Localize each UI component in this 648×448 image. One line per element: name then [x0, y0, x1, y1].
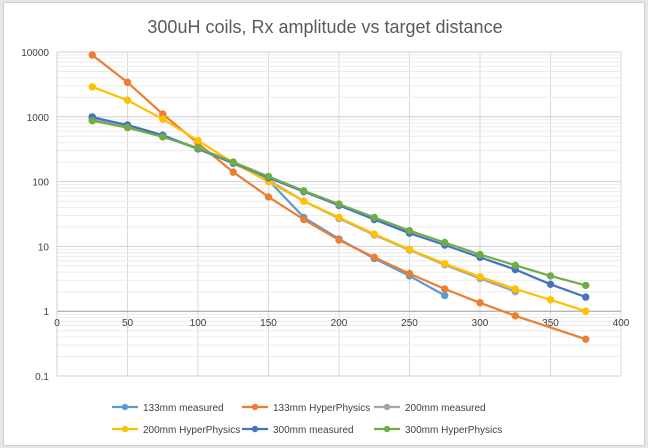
data-point — [405, 226, 414, 235]
data-point — [582, 335, 590, 343]
data-point — [229, 168, 237, 176]
legend-label: 200mm measured — [405, 403, 486, 414]
y-tick-label: 0.1 — [35, 372, 49, 383]
data-point — [123, 78, 132, 87]
data-point — [194, 144, 202, 152]
series — [88, 51, 590, 343]
data-point — [88, 83, 96, 91]
x-tick-label: 300 — [472, 318, 489, 329]
data-point — [511, 312, 519, 320]
legend-item: 300mm measured — [242, 425, 354, 436]
series — [88, 117, 590, 290]
legend-swatch-marker — [121, 403, 129, 411]
data-point — [264, 193, 273, 201]
chart-area: 300uH coils, Rx amplitude vs target dist… — [3, 2, 645, 446]
data-point — [582, 281, 590, 290]
y-tick-label: 1000 — [27, 113, 50, 124]
data-point — [123, 123, 132, 132]
chart-title: 300uH coils, Rx amplitude vs target dist… — [147, 17, 502, 37]
data-point — [405, 245, 414, 254]
x-tick-label: 250 — [401, 318, 418, 329]
x-tick-label: 150 — [260, 318, 277, 329]
y-tick-label: 10000 — [21, 48, 49, 59]
line-chart: 300uH coils, Rx amplitude vs target dist… — [21, 17, 630, 436]
x-tick-label: 0 — [54, 318, 60, 329]
data-point — [159, 115, 167, 123]
data-point — [300, 215, 308, 224]
data-point — [511, 261, 519, 270]
x-tick-label: 200 — [331, 318, 348, 329]
data-point — [335, 200, 343, 208]
x-tick-label: 400 — [613, 318, 630, 329]
legend-item: 133mm measured — [112, 403, 224, 414]
data-point — [476, 299, 484, 307]
data-point — [441, 291, 449, 300]
data-point — [441, 285, 449, 293]
y-tick-label: 1 — [43, 307, 49, 318]
data-point — [300, 187, 308, 195]
legend-swatch-marker — [383, 425, 391, 433]
data-point — [123, 96, 132, 104]
legend-item: 300mm HyperPhysics — [374, 425, 502, 436]
legend-label: 300mm HyperPhysics — [405, 425, 502, 436]
legend-swatch-marker — [251, 425, 259, 433]
gridlines — [56, 51, 622, 377]
legend-item: 133mm HyperPhysics — [242, 403, 370, 414]
legend-swatch-marker — [121, 425, 129, 433]
data-point — [546, 272, 555, 280]
data-point — [582, 307, 590, 315]
data-point — [476, 273, 484, 281]
x-tick-label: 350 — [542, 318, 559, 329]
data-point — [511, 285, 519, 293]
legend: 133mm measured 133mm HyperPhysics 200mm me… — [112, 403, 502, 436]
data-point — [546, 280, 555, 289]
data-point — [546, 296, 555, 304]
data-point — [88, 117, 96, 125]
legend-swatch-marker — [383, 403, 391, 411]
data-point — [335, 236, 343, 244]
legend-item: 200mm HyperPhysics — [112, 425, 240, 436]
data-point — [264, 172, 273, 181]
legend-label: 133mm measured — [143, 403, 224, 414]
data-point — [582, 293, 590, 301]
legend-item: 200mm measured — [374, 403, 486, 414]
data-point — [370, 253, 378, 261]
legend-label: 200mm HyperPhysics — [143, 425, 240, 436]
data-point — [88, 51, 96, 59]
data-point — [441, 260, 449, 268]
data-point — [441, 238, 449, 247]
data-point — [370, 213, 378, 222]
legend-label: 133mm HyperPhysics — [273, 403, 370, 414]
data-point — [476, 250, 484, 259]
legend-swatch-marker — [251, 403, 259, 411]
data-point — [229, 158, 237, 166]
y-tick-label: 10 — [38, 242, 50, 253]
legend-label: 300mm measured — [273, 425, 354, 436]
axes: 0 50 100 150 200 250 300 350 400 0.1 1 10 100 1000 100… — [21, 48, 630, 383]
data-point — [405, 269, 414, 278]
x-tick-label: 50 — [122, 318, 134, 329]
series-line — [91, 54, 587, 341]
data-point — [335, 213, 343, 222]
y-tick-label: 100 — [32, 178, 49, 189]
data-point — [194, 136, 202, 145]
data-point — [159, 133, 167, 141]
data-point — [370, 230, 378, 238]
data-point — [300, 197, 308, 205]
x-tick-label: 100 — [190, 318, 207, 329]
data-series — [88, 51, 590, 343]
